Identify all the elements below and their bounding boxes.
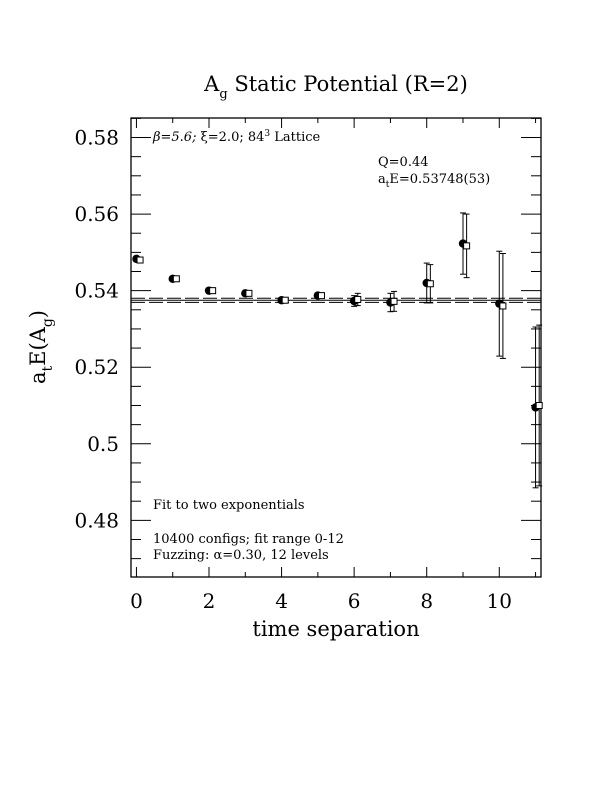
ylabel-close: ) xyxy=(26,310,50,318)
fit-band xyxy=(131,297,541,303)
ylabel-a: a xyxy=(26,371,50,384)
data-point-square xyxy=(136,256,144,264)
data-point-square xyxy=(390,297,398,305)
y-axis-label: atE(Ag) xyxy=(26,310,56,384)
x-tick-label: 6 xyxy=(348,589,361,613)
data-point-square xyxy=(317,292,325,300)
data-point-square xyxy=(535,401,543,409)
ylabel-t: t xyxy=(40,365,56,371)
tick-labels: 0 2 4 6 8 10 0.48 0.5 0.52 0.54 0.56 0.58 xyxy=(74,126,512,613)
ylabel-e: E(A xyxy=(26,326,50,366)
y-tick-label: 0.58 xyxy=(74,126,119,150)
x-tick-label: 10 xyxy=(487,589,512,613)
lattice-annotation: β=5.6; ξ=2.0; 843 Lattice xyxy=(152,129,321,145)
data-point-square xyxy=(281,296,289,304)
data-point-square xyxy=(245,289,253,297)
q-annotation: Q=0.44 xyxy=(378,155,429,170)
x-tick-label: 8 xyxy=(420,589,433,613)
chart-title: Ag Static Potential (R=2) xyxy=(203,72,468,102)
y-tick-label: 0.52 xyxy=(74,355,119,379)
data-point-square xyxy=(209,287,217,295)
data-point-square xyxy=(172,275,180,283)
title-sub: g xyxy=(219,87,227,102)
data-point-square xyxy=(354,295,362,303)
data-point-square xyxy=(463,242,471,250)
data-point-square xyxy=(426,280,434,288)
lattice-xi: ξ=2.0; 84 xyxy=(201,130,265,145)
plot-frame xyxy=(130,117,542,578)
ylabel-g: g xyxy=(40,318,56,327)
title-main: A xyxy=(203,72,220,96)
x-tick-label: 2 xyxy=(203,589,216,613)
x-tick-label: 0 xyxy=(130,589,143,613)
axis-ticks xyxy=(131,117,541,577)
x-tick-label: 4 xyxy=(275,589,288,613)
configs-annotation: 10400 configs; fit range 0-12 xyxy=(153,532,344,547)
y-tick-label: 0.5 xyxy=(87,432,119,456)
fit-a: a xyxy=(378,172,386,187)
lattice-sup: 3 xyxy=(264,129,270,139)
data-points xyxy=(132,212,543,489)
y-tick-label: 0.54 xyxy=(74,279,119,303)
y-tick-label: 0.48 xyxy=(74,508,119,532)
title-rest: Static Potential (R=2) xyxy=(228,72,468,96)
fit-rest: E=0.53748(53) xyxy=(389,172,490,187)
lattice-rest: Lattice xyxy=(270,130,320,145)
x-axis-label: time separation xyxy=(252,617,419,641)
fit-t: t xyxy=(386,180,390,190)
fuzzing-annotation: Fuzzing: α=0.30, 12 levels xyxy=(153,548,329,563)
fit-description: Fit to two exponentials xyxy=(153,498,305,513)
fit-result-annotation: atE=0.53748(53) xyxy=(378,172,490,190)
data-point-square xyxy=(499,302,507,310)
y-tick-label: 0.56 xyxy=(74,202,119,226)
lattice-beta: β=5.6; xyxy=(152,130,201,145)
